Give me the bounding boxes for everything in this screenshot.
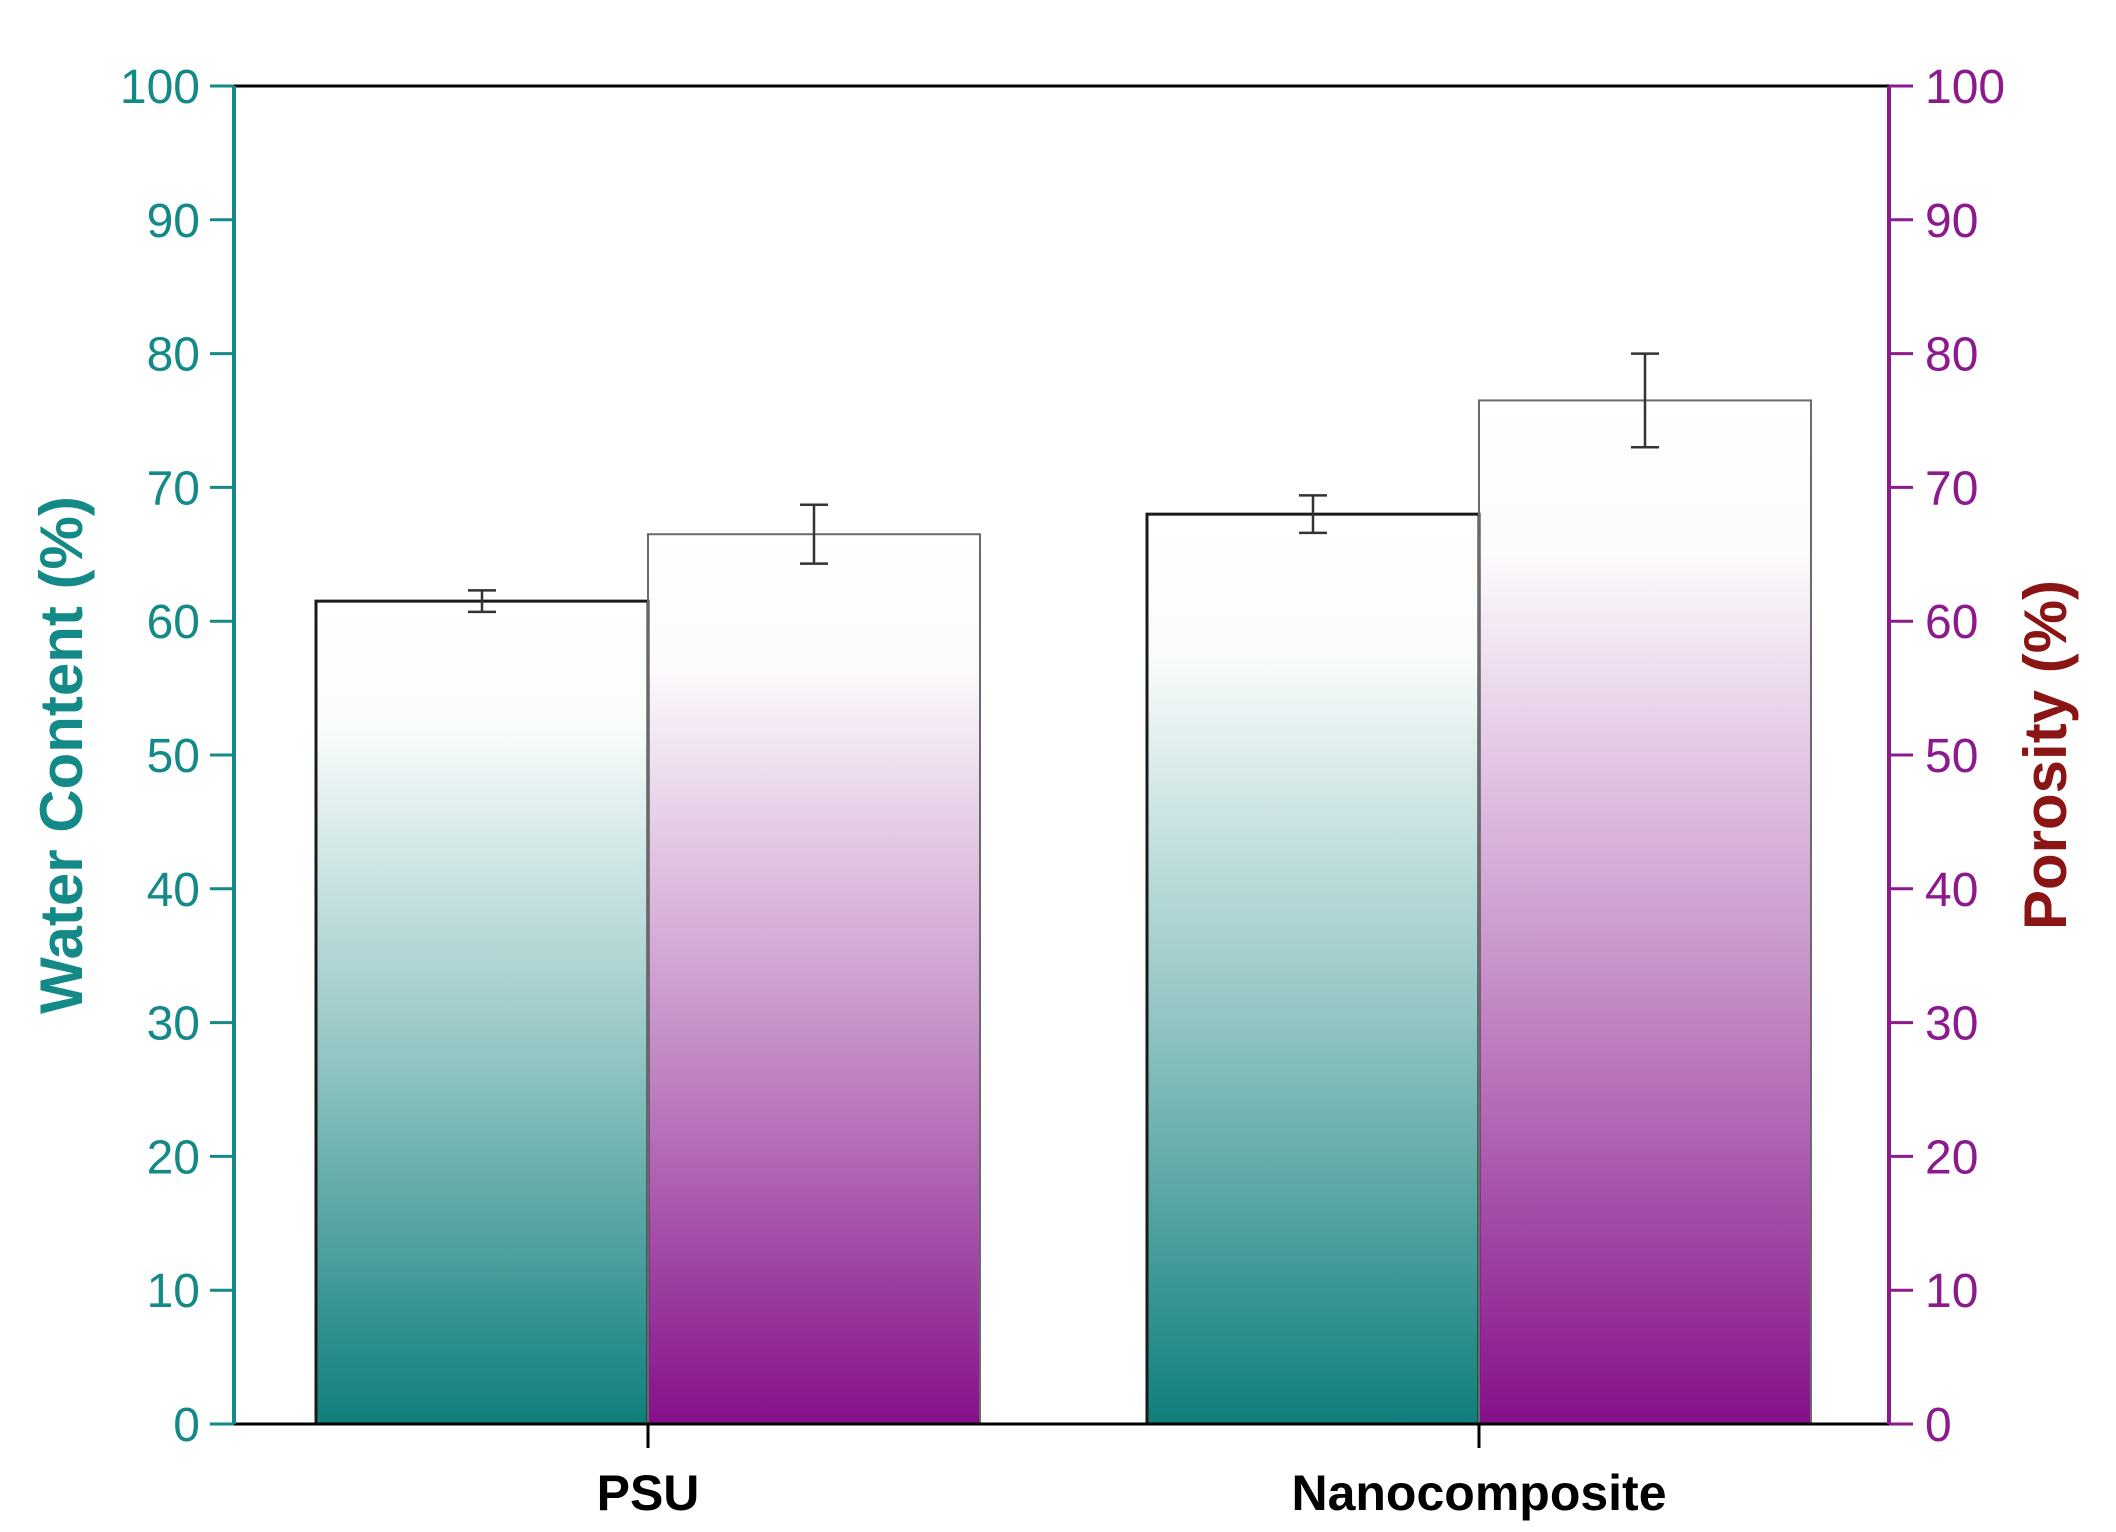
left-tick-label: 90	[147, 195, 200, 248]
right-tick-label: 20	[1925, 1131, 1978, 1184]
left-tick-label: 80	[147, 329, 200, 382]
error-bar-water-content-psu	[468, 589, 496, 614]
error-bar-water-content-nanocomposite	[1299, 494, 1327, 535]
left-tick-label: 60	[147, 596, 200, 649]
right-tick-label: 60	[1925, 596, 1978, 649]
left-tick-label: 50	[147, 730, 200, 783]
bar-porosity-nanocomposite	[1478, 399, 1812, 1425]
left-tick-label: 40	[147, 864, 200, 917]
right-tick-label: 30	[1925, 998, 1978, 1051]
left-tick-label: 30	[147, 998, 200, 1051]
left-tick-label: 70	[147, 462, 200, 515]
right-tick-label: 90	[1925, 195, 1978, 248]
right-tick-label: 40	[1925, 864, 1978, 917]
bar-water-content-nanocomposite	[1145, 512, 1481, 1426]
left-tick-label: 10	[147, 1265, 200, 1318]
error-bars-layer	[468, 352, 1659, 614]
left-tick-label: 20	[147, 1131, 200, 1184]
bars-layer	[314, 399, 1812, 1426]
left-tick-label: 0	[173, 1399, 200, 1452]
right-tick-label: 70	[1925, 462, 1978, 515]
right-axis-ticks: 0 10 20 30 40 50 60 70 80 90 100	[1889, 61, 2005, 1452]
right-tick-label: 80	[1925, 329, 1978, 382]
right-tick-label: 50	[1925, 730, 1978, 783]
right-axis-title: Porosity (%)	[2012, 580, 2079, 930]
bar-water-content-psu	[314, 599, 650, 1426]
right-tick-label: 100	[1925, 61, 2005, 114]
left-axis-ticks: 0 10 20 30 40 50 60 70 80 90 100	[120, 61, 234, 1452]
category-label-nanocomposite: Nanocomposite	[1291, 1465, 1666, 1521]
left-tick-label: 100	[120, 61, 200, 114]
error-bar-porosity-psu	[800, 503, 828, 565]
right-tick-label: 10	[1925, 1265, 1978, 1318]
error-bar-porosity-nanocomposite	[1631, 352, 1659, 449]
left-axis-title: Water Content (%)	[28, 496, 95, 1014]
bar-porosity-psu	[647, 533, 981, 1425]
category-labels: PSU Nanocomposite	[597, 1424, 1667, 1521]
category-label-psu: PSU	[597, 1465, 700, 1521]
right-tick-label: 0	[1925, 1399, 1952, 1452]
